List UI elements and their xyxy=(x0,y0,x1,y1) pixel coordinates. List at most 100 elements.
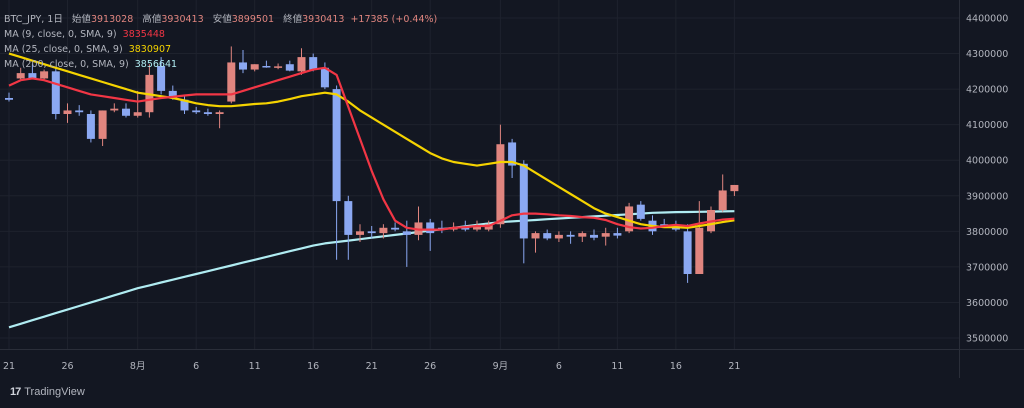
candle-body xyxy=(110,108,119,111)
ma200-legend-value: 3856641 xyxy=(134,59,178,70)
candle-body xyxy=(51,71,60,114)
time-tick-label: 21 xyxy=(728,361,740,372)
candle-body xyxy=(86,114,95,139)
price-tick-label: 4000000 xyxy=(966,156,1008,167)
low-label: 安値 xyxy=(212,14,232,25)
candle-body xyxy=(75,110,84,113)
candle-body xyxy=(730,184,739,192)
candle-body xyxy=(16,73,25,79)
ma9-legend-value: 3835448 xyxy=(122,29,165,40)
candle-body xyxy=(367,231,376,234)
time-tick-label: 21 xyxy=(366,361,378,372)
symbol-label[interactable]: BTC_JPY, 1日 xyxy=(4,14,63,25)
ma9-line xyxy=(8,66,735,231)
price-tick-label: 3800000 xyxy=(966,227,1008,238)
ma25-legend[interactable]: MA (25, close, 0, SMA, 9) 3830907 xyxy=(4,42,437,57)
price-tick-label: 3500000 xyxy=(966,334,1008,345)
candle-body xyxy=(250,64,259,70)
candle-body xyxy=(601,233,610,237)
open-label: 始値 xyxy=(71,14,91,25)
change-value: +17385 (+0.44%) xyxy=(350,14,438,25)
price-tick-label: 4100000 xyxy=(966,120,1008,131)
candle-body xyxy=(695,227,704,274)
candle-body xyxy=(122,108,130,116)
candle-body xyxy=(379,227,388,234)
candle-body xyxy=(320,67,329,88)
ma9-layer xyxy=(8,66,735,231)
candle-body xyxy=(531,233,540,239)
time-tick-label: 21 xyxy=(3,361,15,372)
candle-body xyxy=(391,227,400,230)
ma25-legend-label: MA (25, close, 0, SMA, 9) xyxy=(4,44,123,55)
candle-body xyxy=(625,206,634,232)
ma25-layer xyxy=(8,52,735,229)
candle-body xyxy=(28,73,37,79)
candle-body xyxy=(426,222,435,234)
footer: 17 TradingView xyxy=(0,378,1024,408)
price-tick-label: 3900000 xyxy=(966,191,1008,202)
candle-body xyxy=(274,66,283,68)
time-tick-label: 16 xyxy=(670,361,682,372)
low-value: 3899501 xyxy=(231,14,275,25)
candle-body xyxy=(98,110,107,139)
candle-body xyxy=(508,142,517,166)
close-value: 3930413 xyxy=(302,14,345,25)
candle-body xyxy=(496,144,505,225)
candle-body xyxy=(63,110,72,114)
candle-body xyxy=(297,57,306,72)
candle-body xyxy=(157,66,166,91)
candle-body xyxy=(613,233,622,236)
tradingview-brand[interactable]: 17 TradingView xyxy=(10,386,85,398)
ma200-legend[interactable]: MA (200, close, 0, SMA, 9) 3856641 xyxy=(4,57,437,72)
candle-body xyxy=(203,112,212,114)
high-value: 3930413 xyxy=(161,14,204,25)
time-tick-label: 26 xyxy=(424,361,436,372)
price-axis[interactable]: 4400000 4300000 4200000 4100000 4000000 39000… xyxy=(966,14,1008,345)
price-tick-label: 3600000 xyxy=(966,298,1008,309)
candles xyxy=(5,46,739,283)
ma9-legend[interactable]: MA (9, close, 0, SMA, 9) 3835448 xyxy=(4,27,437,42)
ma25-line xyxy=(8,52,735,229)
candle-body xyxy=(543,233,552,239)
candle-body xyxy=(285,64,294,71)
candle-body xyxy=(309,57,318,70)
price-tick-label: 3700000 xyxy=(966,262,1008,273)
candle-body xyxy=(192,110,201,113)
candle-body xyxy=(133,112,142,116)
ma9-legend-label: MA (9, close, 0, SMA, 9) xyxy=(4,29,117,40)
open-value: 3913028 xyxy=(90,14,134,25)
candle-body xyxy=(473,226,481,230)
time-tick-label: 11 xyxy=(611,361,623,372)
time-tick-label: 26 xyxy=(61,361,73,372)
time-tick-label: 8月 xyxy=(130,361,146,372)
chart-legend: BTC_JPY, 1日 始値3913028 高値3930413 安値389950… xyxy=(4,12,437,72)
candle-body xyxy=(683,231,692,274)
candle-body xyxy=(5,98,13,100)
candle-body xyxy=(168,90,177,98)
candle-body xyxy=(578,233,587,237)
candle-body xyxy=(356,231,364,235)
candle-body xyxy=(461,227,470,230)
price-tick-label: 4300000 xyxy=(966,49,1008,60)
time-axis[interactable]: 21 26 8月 6 11 16 21 26 9月 6 11 16 21 xyxy=(3,361,740,372)
candle-body xyxy=(227,62,236,102)
chart-background xyxy=(0,0,1024,378)
price-tick-label: 4200000 xyxy=(966,85,1008,96)
time-tick-label: 6 xyxy=(193,361,199,372)
candle-body xyxy=(519,163,528,239)
tradingview-brand-label: TradingView xyxy=(24,386,85,398)
close-label: 終値 xyxy=(283,14,303,25)
candle-body xyxy=(590,234,598,238)
candle-body xyxy=(554,234,563,239)
candle-body xyxy=(636,204,645,219)
candle-body xyxy=(718,190,727,210)
candle-body xyxy=(402,231,411,235)
candle-body xyxy=(215,112,224,114)
ohlc-row: BTC_JPY, 1日 始値3913028 高値3930413 安値389950… xyxy=(4,12,437,27)
time-tick-label: 16 xyxy=(307,361,319,372)
tradingview-logo-icon: 17 xyxy=(10,386,21,398)
ma25-legend-value: 3830907 xyxy=(128,44,172,55)
price-chart[interactable]: 4400000 4300000 4200000 4100000 4000000 39000… xyxy=(0,0,1024,378)
time-tick-label: 11 xyxy=(249,361,261,372)
candle-body xyxy=(262,66,271,68)
